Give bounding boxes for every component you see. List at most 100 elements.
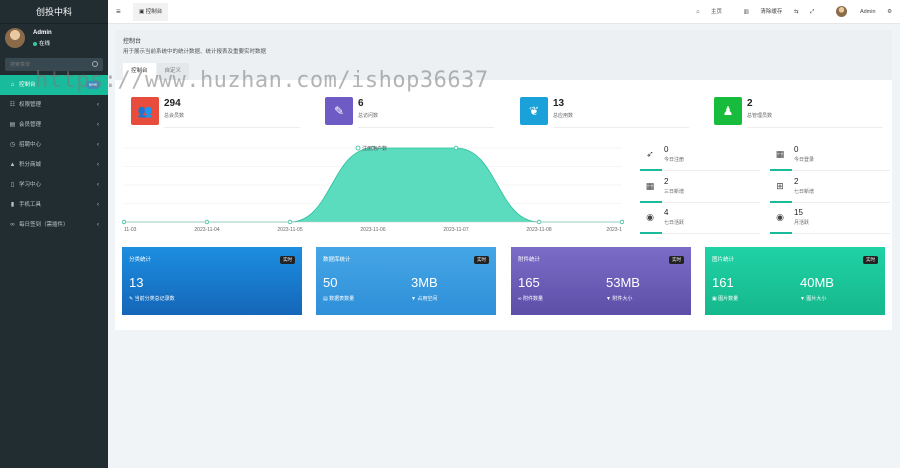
clear-cache-button[interactable]: ▥ 清除缓存 xyxy=(734,9,783,15)
user-name: Admin xyxy=(859,9,876,15)
mini-stat-today-login: ▦ 0 今日登录 xyxy=(770,143,890,173)
sidebar-item-label: 招聘中心 xyxy=(19,142,42,148)
clock-icon: ◷ xyxy=(9,142,16,148)
sidebar-item-signin[interactable]: ∞ 每日签到（需插件） ‹ xyxy=(0,215,108,235)
underline xyxy=(770,201,792,203)
sidebar-search xyxy=(5,58,103,71)
stat-label: 总访问数 xyxy=(358,113,379,119)
search-icon[interactable] xyxy=(92,61,98,67)
series-area xyxy=(124,148,622,222)
home-link[interactable]: ⌂ 主页 xyxy=(686,9,722,15)
tab-dashboard[interactable]: 控制台 xyxy=(123,63,156,80)
card-attachment-stats: 附件统计 实时 165 53MB ∞ 附件数量 ▼ 附件大小 xyxy=(511,247,691,315)
card-value-2: 53MB xyxy=(606,275,640,290)
stat-label: 总应用数 xyxy=(553,113,574,119)
app-logo[interactable]: 创投中科 xyxy=(0,0,108,24)
mini-stat-label: 七日活跃 xyxy=(664,220,685,226)
sidebar-item-learning[interactable]: ▯ 学习中心 ‹ xyxy=(0,175,108,195)
card-value: 50 xyxy=(323,275,338,290)
card-title: 分类统计 xyxy=(129,257,152,263)
user-status-text: 在线 xyxy=(39,41,51,47)
card-category-stats: 分类统计 实时 13 ✎ 当前分类总记录数 xyxy=(122,247,302,315)
card-label-text: 图片数量 xyxy=(718,296,739,302)
card-label: ✎ 当前分类总记录数 xyxy=(129,295,175,302)
users-icon: 👥 xyxy=(131,97,159,125)
card-label-text: 附件大小 xyxy=(612,296,633,302)
stat-total-admins: ♟ 2 总管理员数 xyxy=(714,97,886,129)
stat-value: 2 xyxy=(747,98,753,109)
users-icon: ☷ xyxy=(9,102,16,108)
sidebar-item-shop[interactable]: ▲ 积分商城 ‹ xyxy=(0,155,108,175)
chart-svg: 11-03 2023-11-04 2023-11-05 2023-11-06 2023-… xyxy=(122,145,624,233)
watermark: https://www.huzhan.com/ishop36637 xyxy=(35,68,489,93)
search-input[interactable] xyxy=(5,58,85,71)
sidebar-item-mobile[interactable]: ▮ 手机工具 ‹ xyxy=(0,195,108,215)
card-label: ▣ 图片数量 xyxy=(712,295,738,302)
panel-description: 用于展示当前系统中的统计数据、统计报表及重要实时数据 xyxy=(123,49,267,55)
card-label-text: 当前分类总记录数 xyxy=(134,296,175,302)
mini-stat-value: 0 xyxy=(794,145,799,154)
database-icon: ▤ xyxy=(323,296,330,302)
sidebar-item-recruit[interactable]: ◷ 招聘中心 ‹ xyxy=(0,135,108,155)
magic-icon: ✎ xyxy=(325,97,353,125)
user-status: 在线 xyxy=(33,39,50,47)
user-panel: Admin 在线 xyxy=(0,24,108,54)
menu-toggle-icon[interactable]: ≡ xyxy=(116,7,121,16)
card-label-2: ▼ 图片大小 xyxy=(800,295,826,302)
x-tick-label: 2023-11-08 xyxy=(526,227,551,233)
divider xyxy=(358,127,494,128)
user-menu[interactable]: Admin xyxy=(826,6,876,18)
sidebar-item-label: 积分商城 xyxy=(19,162,42,168)
divider xyxy=(747,127,883,128)
tab-label: 控制台 xyxy=(145,9,163,15)
panel-tabs: 控制台 自定义 xyxy=(123,63,190,80)
dashboard-icon: ⌂ xyxy=(10,82,15,88)
divider xyxy=(792,202,890,203)
translate-icon[interactable]: ⇆ xyxy=(793,9,799,15)
stat-total-members: 👥 294 总会员数 xyxy=(131,97,303,129)
card-label-2: ▼ 占用空间 xyxy=(411,295,437,302)
home-label: 主页 xyxy=(711,9,723,15)
mini-stat-value: 4 xyxy=(664,208,669,217)
divider xyxy=(662,202,760,203)
filter-icon: ▼ xyxy=(411,296,418,302)
tab-dashboard[interactable]: ▣ 控制台 xyxy=(133,3,169,21)
sidebar-item-label: 学习中心 xyxy=(19,182,42,188)
card-value: 165 xyxy=(518,275,540,290)
gears-icon[interactable]: ⚙ xyxy=(887,9,892,15)
calendar-plus-icon: ⊞ xyxy=(776,181,784,191)
card-title: 图片统计 xyxy=(712,257,735,263)
mini-stat-label: 月活跃 xyxy=(794,220,810,226)
avatar[interactable] xyxy=(5,28,25,48)
calendar-icon: ▦ xyxy=(645,181,655,191)
link-icon: ∞ xyxy=(518,296,523,302)
legend-label: 注册用户数 xyxy=(362,145,387,152)
divider xyxy=(553,127,689,128)
tab-custom[interactable]: 自定义 xyxy=(156,63,190,80)
card-value-2: 40MB xyxy=(800,275,834,290)
rocket-icon: ➶ xyxy=(646,149,654,159)
sidebar-item-dashboard[interactable]: ⌂ 控制台 new xyxy=(0,75,108,95)
topbar: ≡ ▣ 控制台 ⌂ 主页 ▥ 清除缓存 ⇆ ⤢ Admin ⚙ xyxy=(108,0,900,24)
card-label-text: 数据表数量 xyxy=(329,296,355,302)
user-circle-icon: ◉ xyxy=(646,212,654,222)
x-tick-label: 2023-11-04 xyxy=(194,227,219,233)
divider xyxy=(792,233,890,234)
card-label-text: 图片大小 xyxy=(806,296,827,302)
sidebar-item-permissions[interactable]: ☷ 权限管理 ‹ xyxy=(0,95,108,115)
mini-stat-label: 七日新增 xyxy=(794,189,815,195)
underline xyxy=(770,232,792,234)
realtime-badge: 实时 xyxy=(474,256,489,264)
sidebar-item-label: 每日签到（需插件） xyxy=(19,222,69,228)
image-icon: ▣ xyxy=(712,296,719,302)
sidebar: 创投中科 Admin 在线 ⌂ 控制台 new ☷权限管理 ‹ ▤会员管理 ‹ ◷… xyxy=(0,0,108,468)
new-badge: new xyxy=(85,81,100,89)
sidebar-item-members[interactable]: ▤ 会员管理 ‹ xyxy=(0,115,108,135)
mini-stat-label: 今日注册 xyxy=(664,157,685,163)
mini-stat-seven-day: ⊞ 2 七日新增 xyxy=(770,175,890,205)
home-icon: ⌂ xyxy=(696,9,702,15)
link-icon: ∞ xyxy=(10,222,15,228)
user-icon: ♟ xyxy=(714,97,742,125)
fullscreen-icon[interactable]: ⤢ xyxy=(810,9,815,15)
stat-total-apps: ❦ 13 总应用数 xyxy=(520,97,692,129)
